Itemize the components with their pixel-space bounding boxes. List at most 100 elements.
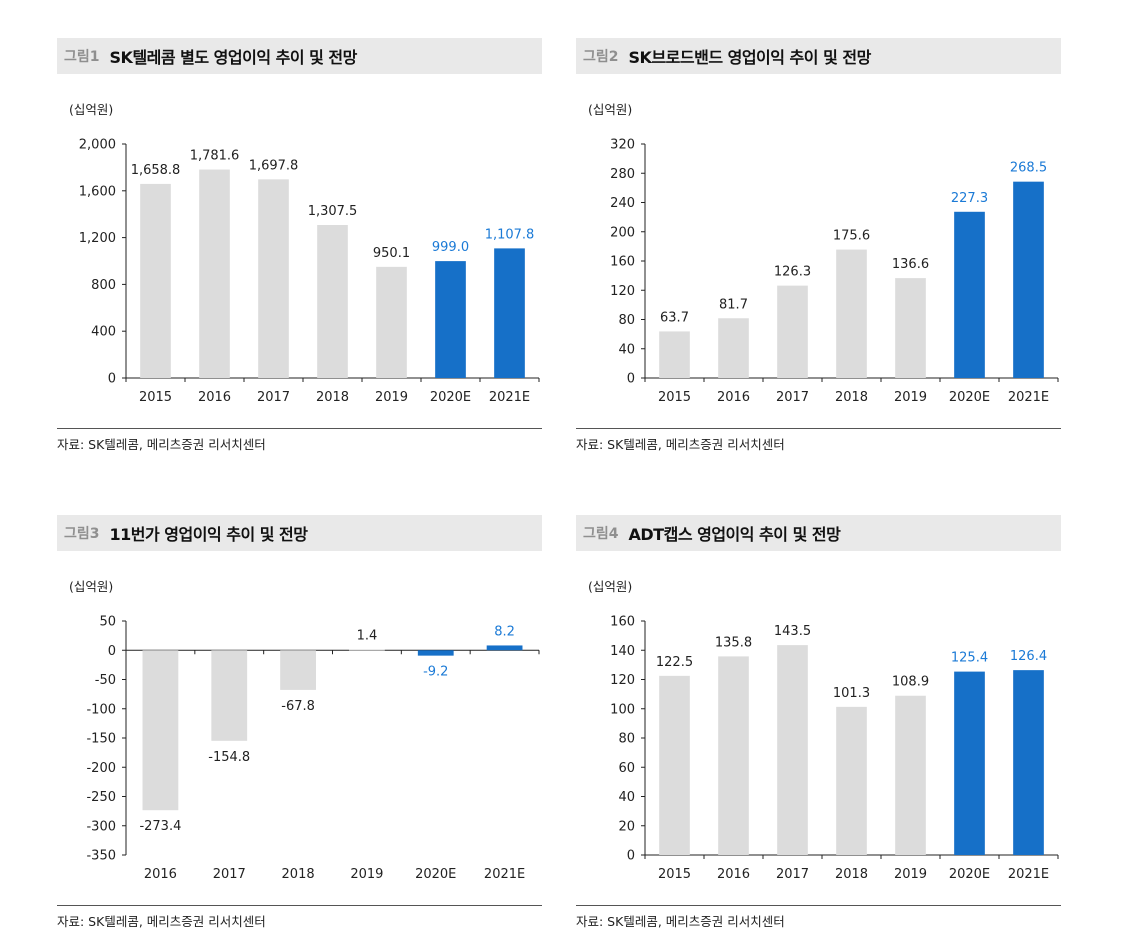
data-label: 999.0: [432, 240, 469, 255]
y-tick-label: 160: [610, 255, 635, 270]
data-label: -9.2: [423, 665, 448, 680]
data-label: 1,307.5: [308, 204, 358, 219]
data-label: 122.5: [656, 655, 693, 670]
bar: [435, 261, 466, 378]
y-tick-label: 200: [610, 225, 635, 240]
x-tick-label: 2016: [198, 390, 231, 405]
x-tick-label: 2018: [835, 867, 868, 882]
bar: [836, 706, 867, 855]
bar: [211, 650, 248, 741]
data-label: 63.7: [660, 310, 689, 325]
y-tick-label: -50: [95, 673, 116, 688]
x-tick-label: 2018: [316, 390, 349, 405]
y-tick-label: 800: [91, 278, 116, 293]
figure-number: 그림4: [583, 526, 619, 542]
source-note: 자료: SK텔레콤, 메리츠증권 리서치센터: [576, 914, 785, 929]
y-tick-label: 0: [108, 644, 116, 659]
x-tick-label: 2017: [776, 390, 809, 405]
data-label: 1,658.8: [131, 163, 181, 178]
y-tick-label: 240: [610, 196, 635, 211]
bar: [777, 285, 808, 378]
x-tick-label: 2019: [350, 867, 383, 882]
chart-title: SK브로드밴드 영업이익 추이 및 전망: [628, 48, 872, 67]
y-tick-label: -100: [86, 702, 116, 717]
x-tick-label: 2019: [375, 390, 408, 405]
bar: [895, 695, 926, 855]
data-label: -273.4: [139, 819, 181, 834]
x-tick-label: 2015: [658, 390, 691, 405]
x-tick-label: 2016: [717, 867, 750, 882]
chart-panel-skbroadband: 그림2 SK브로드밴드 영업이익 추이 및 전망 (십억원) 0 40 80 120 1…: [576, 38, 1061, 452]
bar: [258, 179, 289, 378]
bar: [1013, 670, 1044, 855]
bar: [280, 650, 316, 690]
data-label: -67.8: [281, 699, 315, 714]
data-label: 81.7: [719, 297, 748, 312]
y-tick-label: 40: [618, 342, 635, 357]
bar: [1013, 181, 1044, 378]
bar: [836, 249, 867, 378]
data-label: -154.8: [208, 750, 250, 765]
bar: [954, 671, 985, 855]
x-tick-label: 2019: [894, 867, 927, 882]
y-tick-label: 100: [610, 702, 635, 717]
bar-chart: 0 20 40 60 80 100 120 140 160 122.5 2015 135.8 2016 1…: [610, 615, 1059, 882]
data-label: 950.1: [373, 246, 410, 261]
chart-title: ADT캡스 영업이익 추이 및 전망: [628, 525, 841, 544]
divider: [576, 428, 1061, 429]
bar: [376, 266, 407, 378]
y-tick-label: 60: [618, 761, 635, 776]
y-tick-label: 1,200: [79, 231, 116, 246]
bar-chart: -350 -300 -250 -200 -150 -100 -50 0 50 -273.4 2016…: [86, 615, 540, 882]
y-tick-label: 120: [610, 284, 635, 299]
chart-panel-11st: 그림3 11번가 영업이익 추이 및 전망 (십억원) -350 -300 -250…: [57, 515, 542, 929]
data-label: 1,107.8: [485, 227, 535, 242]
bar: [895, 278, 926, 378]
y-tick-label: 0: [627, 849, 635, 864]
x-tick-label: 2021E: [1008, 390, 1049, 405]
x-tick-label: 2018: [835, 390, 868, 405]
bar: [659, 675, 690, 855]
x-tick-label: 2021E: [489, 390, 530, 405]
bar: [954, 211, 985, 378]
y-tick-label: 80: [618, 313, 635, 328]
x-tick-label: 2020E: [415, 867, 456, 882]
chart-panel-sktelecom: 그림1 SK텔레콤 별도 영업이익 추이 및 전망 (십억원) 0 400 800 1…: [57, 38, 542, 452]
divider: [57, 905, 542, 906]
data-label: 126.3: [774, 265, 811, 280]
y-tick-label: 40: [618, 790, 635, 805]
bar: [659, 331, 690, 378]
y-tick-label: -250: [86, 790, 116, 805]
figure-number: 그림2: [583, 49, 619, 65]
chart-title-bar: 그림1 SK텔레콤 별도 영업이익 추이 및 전망: [57, 38, 542, 74]
y-tick-label: 320: [610, 138, 635, 153]
unit-label: (십억원): [69, 102, 114, 117]
x-tick-label: 2015: [658, 867, 691, 882]
y-tick-label: 1,600: [79, 184, 116, 199]
unit-label: (십억원): [69, 579, 114, 594]
data-label: 227.3: [951, 191, 988, 206]
bar-chart: 0 400 800 1,200 1,600 2,000 1,658.8 2015 1,781.6…: [79, 138, 540, 405]
chart-title-bar: 그림3 11번가 영업이익 추이 및 전망: [57, 515, 542, 551]
chart-panel-adtcaps: 그림4 ADT캡스 영업이익 추이 및 전망 (십억원) 0 20 40 60 80 10…: [576, 515, 1061, 929]
y-tick-label: -300: [86, 819, 116, 834]
source-note: 자료: SK텔레콤, 메리츠증권 리서치센터: [57, 437, 266, 452]
source-note: 자료: SK텔레콤, 메리츠증권 리서치센터: [57, 914, 266, 929]
bar: [718, 656, 749, 855]
unit-label: (십억원): [588, 579, 633, 594]
data-label: 125.4: [951, 651, 988, 666]
data-label: 8.2: [494, 624, 515, 639]
source-note: 자료: SK텔레콤, 메리츠증권 리서치센터: [576, 437, 785, 452]
y-tick-label: 2,000: [79, 138, 116, 153]
y-tick-label: 20: [618, 819, 635, 834]
unit-label: (십억원): [588, 102, 633, 117]
divider: [576, 905, 1061, 906]
x-tick-label: 2018: [282, 867, 315, 882]
y-tick-label: -200: [86, 761, 116, 776]
chart-title-bar: 그림2 SK브로드밴드 영업이익 추이 및 전망: [576, 38, 1061, 74]
x-tick-label: 2015: [139, 390, 172, 405]
bar: [199, 169, 230, 378]
y-tick-label: 160: [610, 615, 635, 630]
bar: [140, 183, 171, 378]
x-tick-label: 2020E: [949, 390, 990, 405]
